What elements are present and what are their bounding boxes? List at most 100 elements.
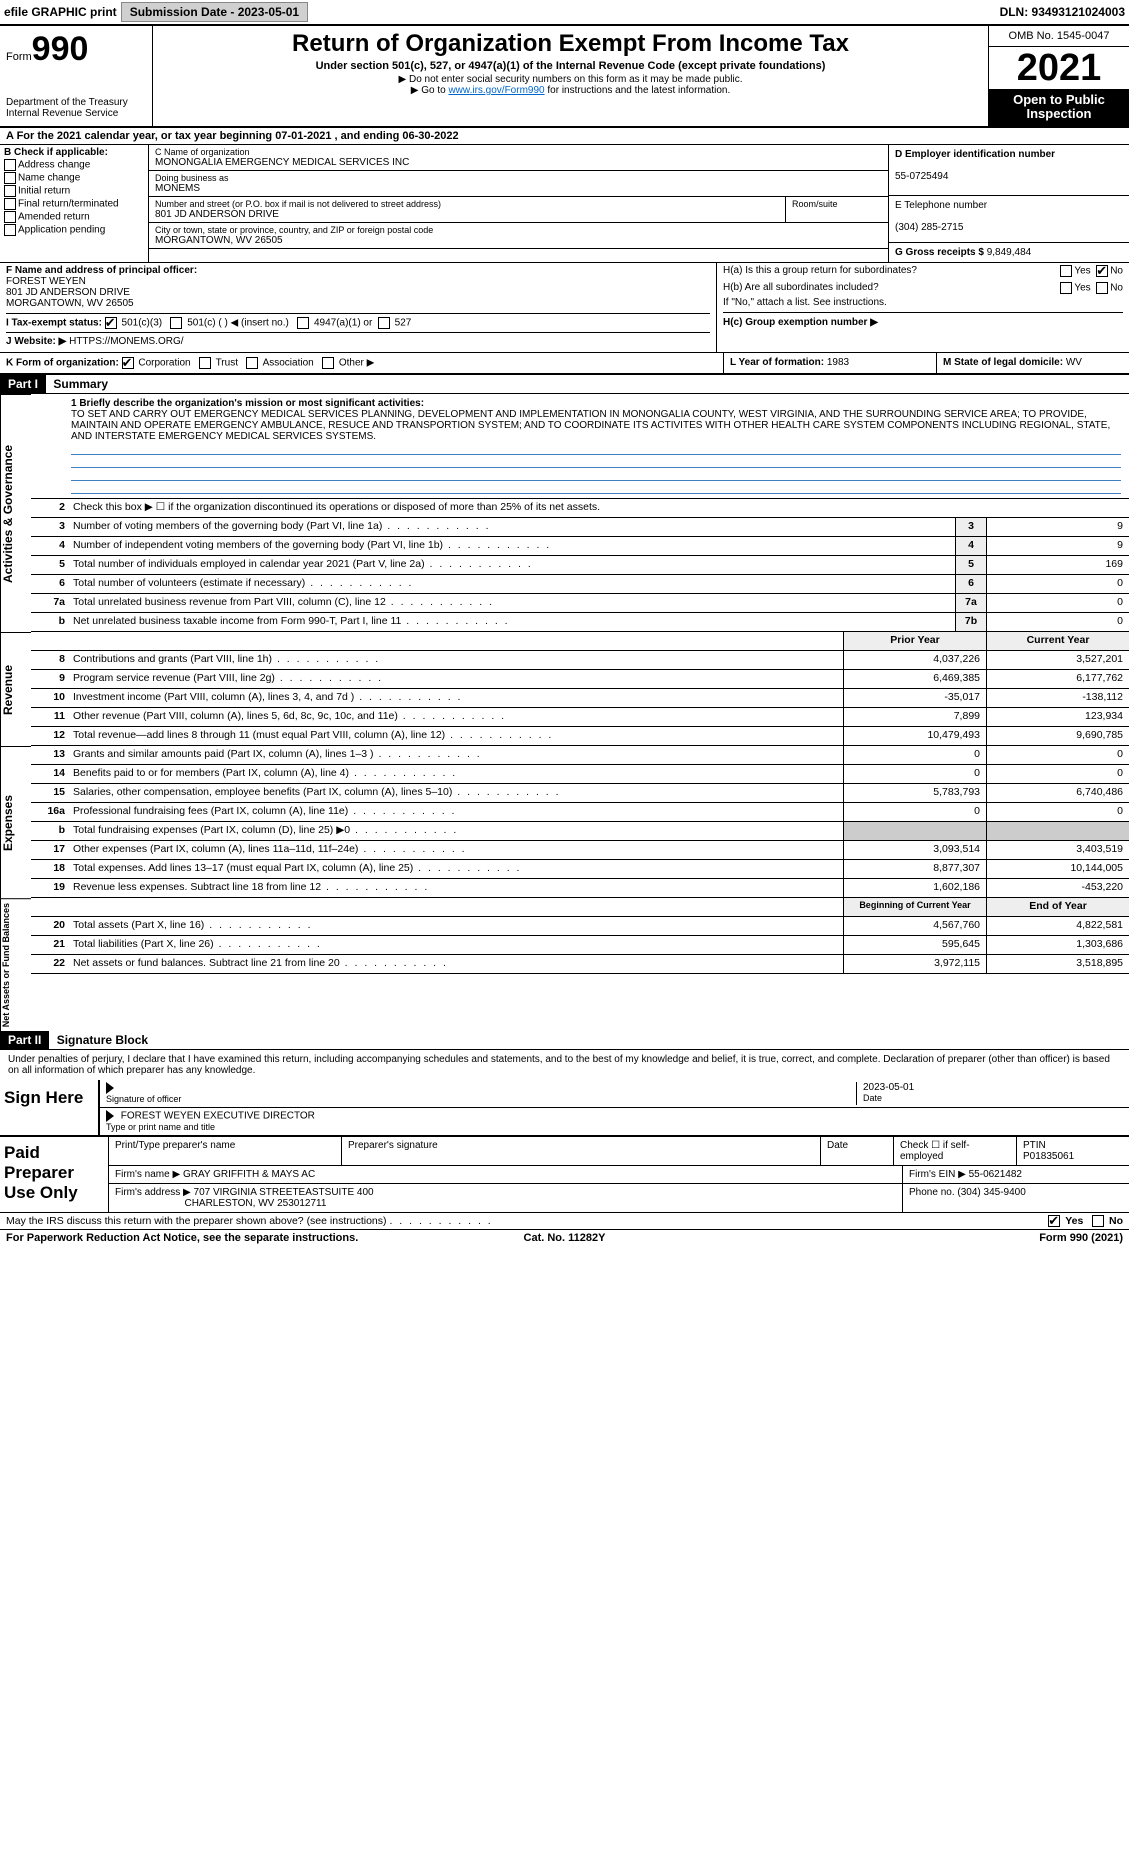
line-prior bbox=[843, 822, 986, 840]
line-num: 19 bbox=[31, 879, 69, 897]
line-num: 9 bbox=[31, 670, 69, 688]
line1-label: 1 Briefly describe the organization's mi… bbox=[71, 398, 424, 409]
lbl-trust: Trust bbox=[216, 357, 238, 368]
lbl-application-pending: Application pending bbox=[18, 224, 105, 235]
gross-label: G Gross receipts $ bbox=[895, 247, 984, 258]
line-desc: Professional fundraising fees (Part IX, … bbox=[69, 803, 843, 821]
m-label: M State of legal domicile: bbox=[943, 357, 1063, 368]
chk-hb-yes[interactable] bbox=[1060, 282, 1072, 294]
line2-desc: Check this box ▶ ☐ if the organization d… bbox=[69, 499, 1129, 517]
officer-name: FOREST WEYEN bbox=[6, 276, 86, 287]
line-current: -138,112 bbox=[986, 689, 1129, 707]
line-desc: Grants and similar amounts paid (Part IX… bbox=[69, 746, 843, 764]
line-val: 0 bbox=[986, 594, 1129, 612]
chk-501c3[interactable] bbox=[105, 317, 117, 329]
hdr-desc bbox=[69, 632, 843, 650]
line-num: 12 bbox=[31, 727, 69, 745]
line-prior: 5,783,793 bbox=[843, 784, 986, 802]
dba-value: MONEMS bbox=[155, 183, 882, 194]
l-value: 1983 bbox=[827, 357, 849, 368]
hdr-begin-year: Beginning of Current Year bbox=[843, 898, 986, 916]
firm-name-value: GRAY GRIFFITH & MAYS AC bbox=[183, 1169, 315, 1180]
submission-date-button[interactable]: Submission Date - 2023-05-01 bbox=[121, 2, 308, 22]
chk-4947[interactable] bbox=[297, 317, 309, 329]
chk-corporation[interactable] bbox=[122, 357, 134, 369]
ha-yes: Yes bbox=[1074, 265, 1090, 276]
chk-final-return[interactable] bbox=[4, 198, 16, 210]
mission-text: TO SET AND CARRY OUT EMERGENCY MEDICAL S… bbox=[71, 409, 1110, 442]
chk-hb-no[interactable] bbox=[1096, 282, 1108, 294]
irs-label: Internal Revenue Service bbox=[6, 108, 146, 119]
chk-application-pending[interactable] bbox=[4, 224, 16, 236]
lbl-501c: 501(c) ( ) ◀ (insert no.) bbox=[187, 317, 289, 328]
lbl-final-return: Final return/terminated bbox=[18, 198, 119, 209]
line-current: 1,303,686 bbox=[986, 936, 1129, 954]
chk-amended-return[interactable] bbox=[4, 211, 16, 223]
chk-other[interactable] bbox=[322, 357, 334, 369]
hb-no: No bbox=[1110, 282, 1123, 293]
line-desc: Number of independent voting members of … bbox=[69, 537, 955, 555]
line-current: 3,403,519 bbox=[986, 841, 1129, 859]
lbl-527: 527 bbox=[395, 317, 412, 328]
chk-name-change[interactable] bbox=[4, 172, 16, 184]
line-prior: 1,602,186 bbox=[843, 879, 986, 897]
ein-label: D Employer identification number bbox=[895, 149, 1055, 160]
net-hdr-desc bbox=[69, 898, 843, 916]
lbl-amended-return: Amended return bbox=[18, 211, 90, 222]
chk-527[interactable] bbox=[378, 317, 390, 329]
officer-name-title: FOREST WEYEN EXECUTIVE DIRECTOR bbox=[121, 1110, 315, 1121]
street-value: 801 JD ANDERSON DRIVE bbox=[155, 209, 779, 220]
officer-city: MORGANTOWN, WV 26505 bbox=[6, 298, 134, 309]
room-label: Room/suite bbox=[792, 199, 882, 209]
chk-trust[interactable] bbox=[199, 357, 211, 369]
line-num: 17 bbox=[31, 841, 69, 859]
chk-ha-yes[interactable] bbox=[1060, 265, 1072, 277]
line-num: 4 bbox=[31, 537, 69, 555]
lbl-corporation: Corporation bbox=[138, 357, 190, 368]
check-if-applicable: B Check if applicable: bbox=[4, 147, 108, 158]
line-desc: Benefits paid to or for members (Part IX… bbox=[69, 765, 843, 783]
subtitle-3: ▶ Go to www.irs.gov/Form990 for instruct… bbox=[159, 85, 982, 96]
omb-number: OMB No. 1545-0047 bbox=[989, 26, 1129, 47]
declaration-text: Under penalties of perjury, I declare th… bbox=[0, 1050, 1129, 1080]
hdr-current-year: Current Year bbox=[986, 632, 1129, 650]
line-num: b bbox=[31, 822, 69, 840]
chk-ha-no[interactable] bbox=[1096, 265, 1108, 277]
paid-preparer-label: Paid Preparer Use Only bbox=[0, 1137, 108, 1212]
line-desc: Revenue less expenses. Subtract line 18 … bbox=[69, 879, 843, 897]
chk-501c[interactable] bbox=[170, 317, 182, 329]
m-value: WV bbox=[1066, 357, 1082, 368]
chk-association[interactable] bbox=[246, 357, 258, 369]
line-desc: Total number of volunteers (estimate if … bbox=[69, 575, 955, 593]
line-box: 3 bbox=[955, 518, 986, 536]
form990-link[interactable]: www.irs.gov/Form990 bbox=[448, 85, 544, 96]
efile-label: efile GRAPHIC print bbox=[4, 5, 117, 19]
chk-discuss-yes[interactable] bbox=[1048, 1215, 1060, 1227]
line2-num: 2 bbox=[31, 499, 69, 517]
form-label: Form bbox=[6, 51, 32, 63]
chk-address-change[interactable] bbox=[4, 159, 16, 171]
hb-yes: Yes bbox=[1074, 282, 1090, 293]
chk-discuss-no[interactable] bbox=[1092, 1215, 1104, 1227]
line-val: 9 bbox=[986, 518, 1129, 536]
line-num: 16a bbox=[31, 803, 69, 821]
line-prior: 7,899 bbox=[843, 708, 986, 726]
hdr-end-year: End of Year bbox=[986, 898, 1129, 916]
section-f-ij: F Name and address of principal officer:… bbox=[0, 263, 716, 352]
line-desc: Other expenses (Part IX, column (A), lin… bbox=[69, 841, 843, 859]
line-prior: 0 bbox=[843, 803, 986, 821]
lbl-4947: 4947(a)(1) or bbox=[314, 317, 372, 328]
line-num: 13 bbox=[31, 746, 69, 764]
line-prior: -35,017 bbox=[843, 689, 986, 707]
preparer-sig-label: Preparer's signature bbox=[342, 1137, 821, 1165]
line-box: 7a bbox=[955, 594, 986, 612]
line-current: 3,527,201 bbox=[986, 651, 1129, 669]
hb-note: If "No," attach a list. See instructions… bbox=[723, 297, 1123, 308]
firm-ein-value: 55-0621482 bbox=[969, 1169, 1022, 1180]
line-desc: Total number of individuals employed in … bbox=[69, 556, 955, 574]
line-val: 0 bbox=[986, 613, 1129, 631]
chk-initial-return[interactable] bbox=[4, 185, 16, 197]
line-current bbox=[986, 822, 1129, 840]
line-num: 11 bbox=[31, 708, 69, 726]
subtitle-2: ▶ Do not enter social security numbers o… bbox=[159, 74, 982, 85]
